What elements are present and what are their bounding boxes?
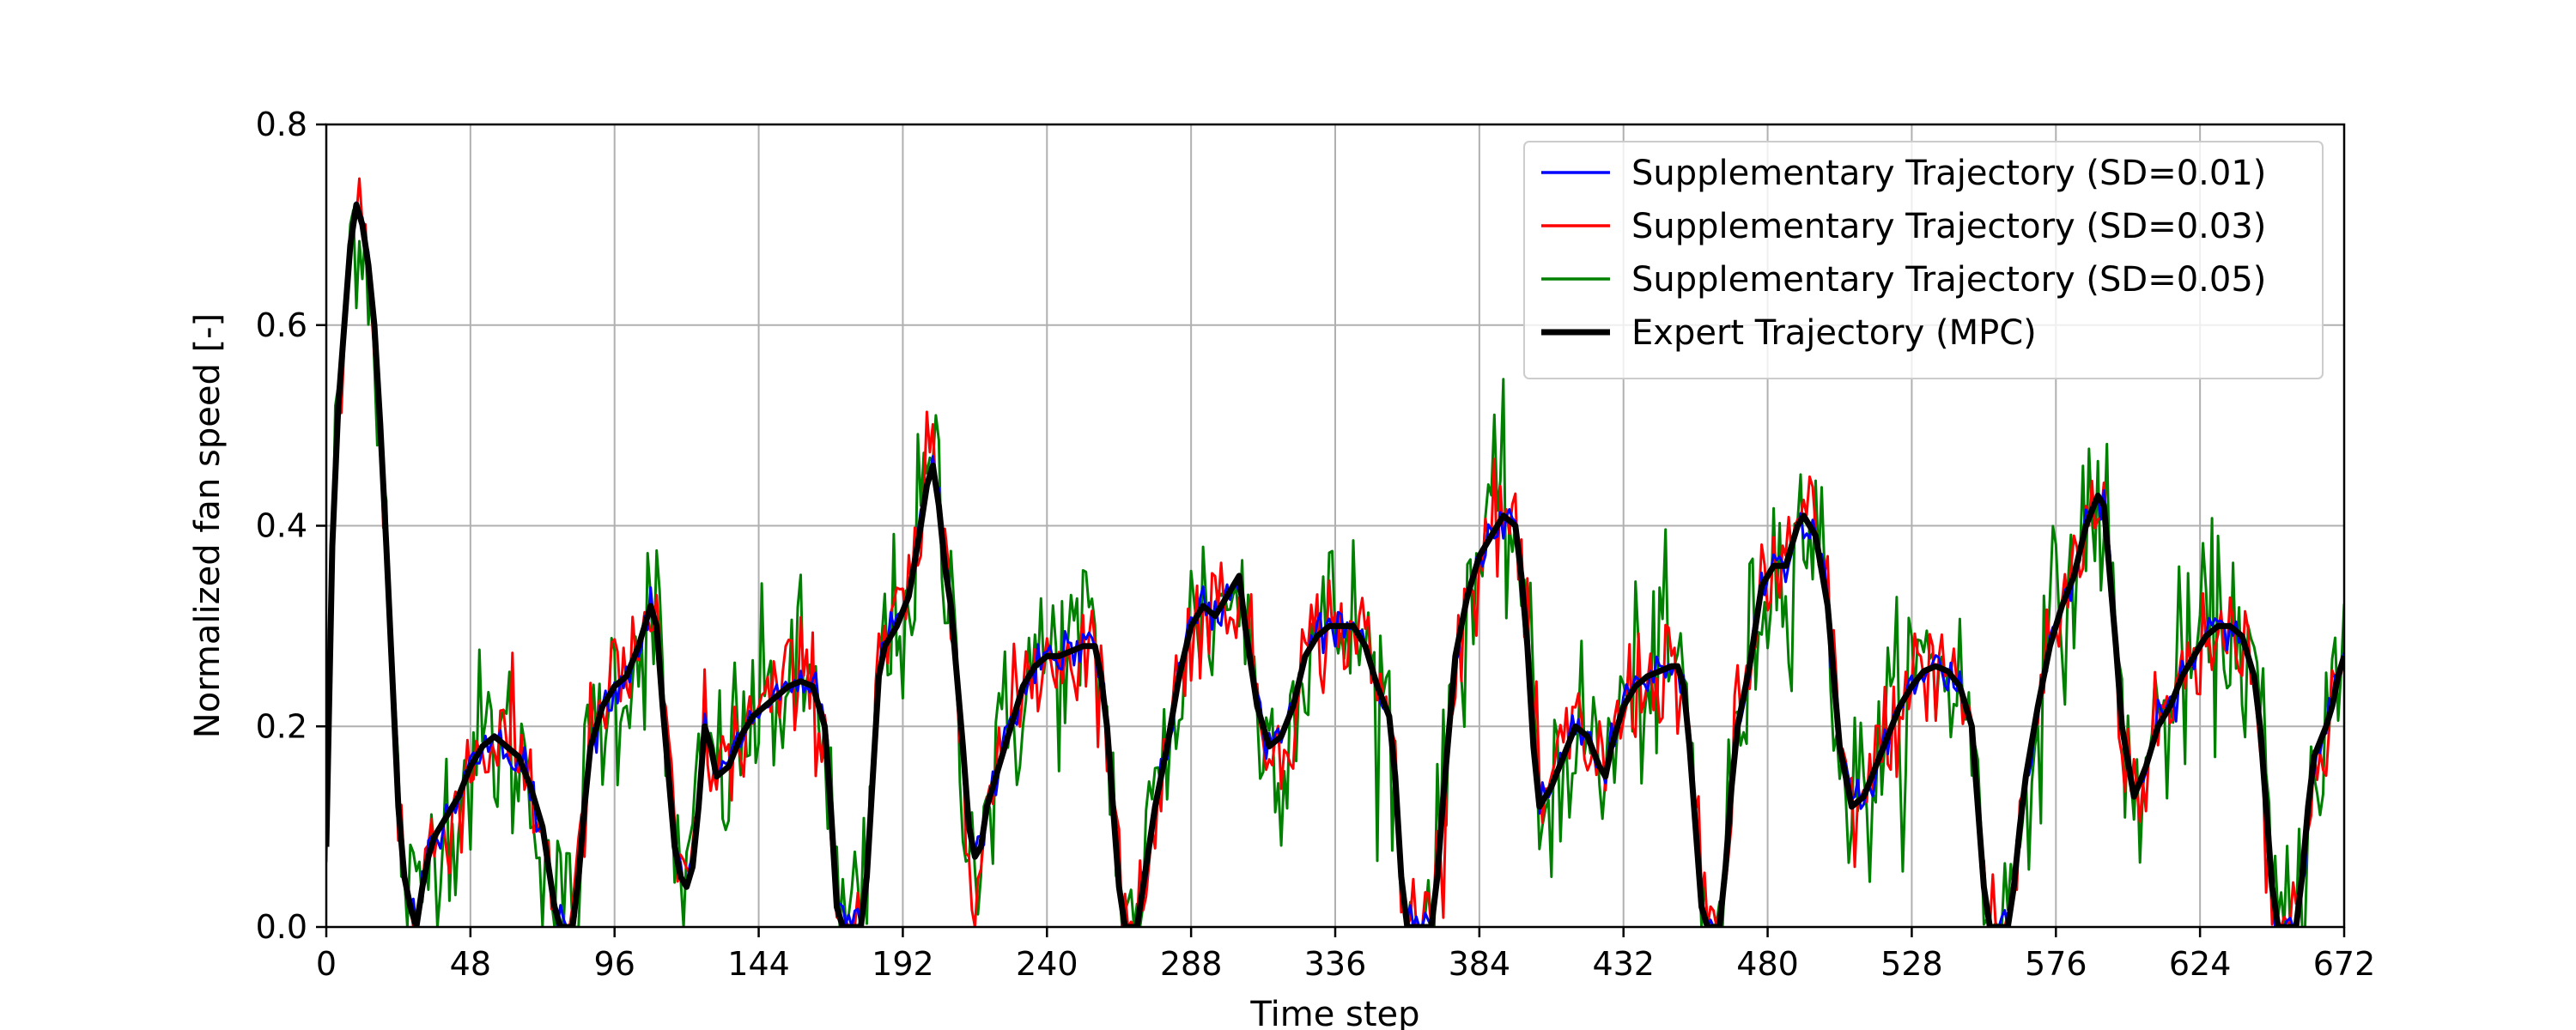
x-tick-label: 432 — [1592, 945, 1655, 983]
y-tick-label: 0.2 — [256, 707, 307, 745]
legend-label: Supplementary Trajectory (SD=0.01) — [1631, 154, 2266, 193]
x-tick-label: 0 — [316, 945, 337, 983]
x-tick-label: 624 — [2169, 945, 2232, 983]
y-tick-label: 0.8 — [256, 106, 307, 143]
y-axis-title: Normalized fan speed [-] — [188, 313, 228, 738]
x-tick-label: 288 — [1160, 945, 1223, 983]
y-axis: 0.0 0.2 0.4 0.6 0.8 — [256, 106, 326, 946]
legend-label: Expert Trajectory (MPC) — [1631, 313, 2037, 353]
x-tick-label: 240 — [1016, 945, 1078, 983]
series-layer — [326, 177, 2344, 927]
x-tick-label: 672 — [2313, 945, 2376, 983]
y-tick-label: 0.0 — [256, 908, 307, 946]
y-tick-label: 0.6 — [256, 306, 307, 344]
x-tick-label: 144 — [727, 945, 790, 983]
x-tick-label: 384 — [1449, 945, 1511, 983]
legend-label: Supplementary Trajectory (SD=0.05) — [1631, 260, 2266, 300]
legend: Supplementary Trajectory (SD=0.01) Supple… — [1523, 141, 2324, 379]
legend-label: Supplementary Trajectory (SD=0.03) — [1631, 207, 2266, 246]
x-axis: 0 48 96 144 192 240 288 336 384 432 480 528 576 624 67… — [316, 927, 2375, 983]
x-tick-label: 336 — [1304, 945, 1367, 983]
x-axis-title: Time step — [1249, 995, 1419, 1030]
series-line-expert — [326, 202, 2344, 927]
legend-box — [1523, 141, 2324, 379]
x-tick-label: 96 — [594, 945, 635, 983]
x-tick-label: 576 — [2025, 945, 2087, 983]
x-tick-label: 480 — [1736, 945, 1799, 983]
y-tick-label: 0.4 — [256, 507, 307, 545]
x-tick-label: 192 — [872, 945, 934, 983]
plot-area — [326, 177, 2344, 927]
x-tick-label: 528 — [1880, 945, 1943, 983]
x-tick-label: 48 — [450, 945, 491, 983]
